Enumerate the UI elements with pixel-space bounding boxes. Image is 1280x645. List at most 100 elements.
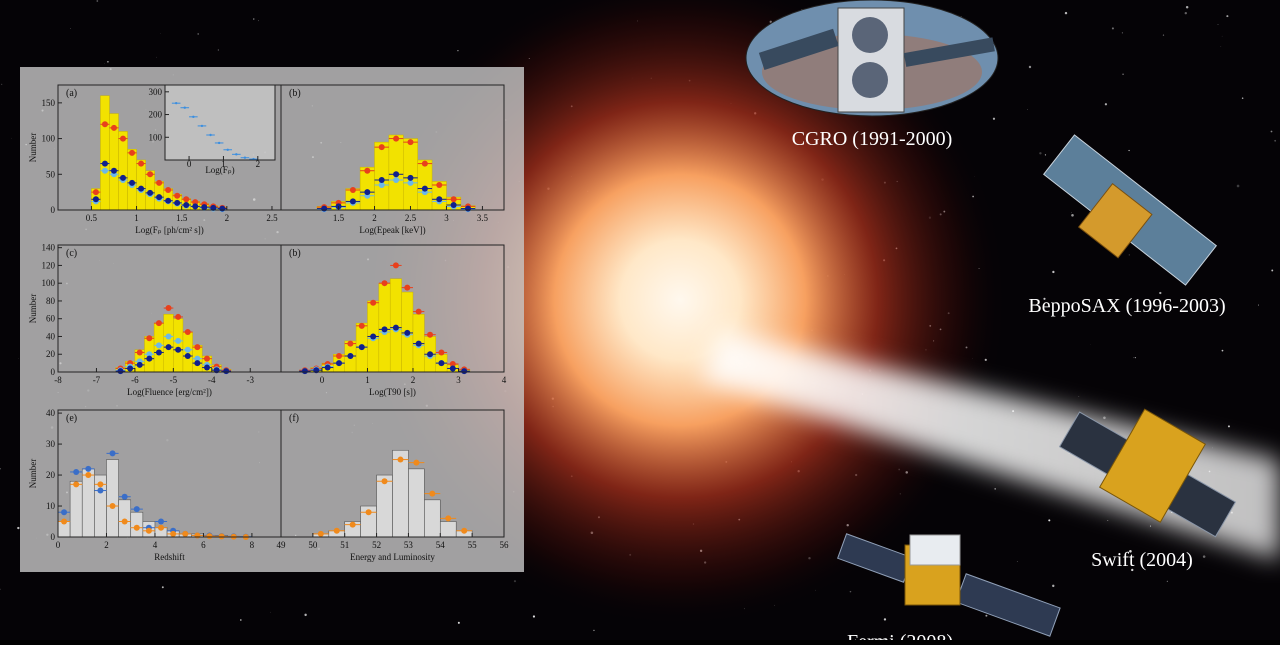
marker xyxy=(407,175,413,181)
star xyxy=(1029,66,1031,68)
panel-label: (b) xyxy=(289,248,301,259)
satellite-label: Swift (2004) xyxy=(1091,549,1193,571)
star xyxy=(17,527,19,529)
y-tick-label: 20 xyxy=(46,349,56,359)
star xyxy=(197,33,198,34)
marker xyxy=(110,503,116,509)
marker xyxy=(194,532,200,538)
star xyxy=(1122,32,1123,33)
star xyxy=(1271,270,1273,272)
marker xyxy=(120,136,126,142)
marker xyxy=(302,368,308,374)
x-axis-label: Energy and Luminosity xyxy=(350,552,435,562)
marker xyxy=(397,457,403,463)
marker xyxy=(185,329,191,335)
marker xyxy=(427,332,433,338)
marker xyxy=(93,196,99,202)
marker xyxy=(370,300,376,306)
y-tick-label: 40 xyxy=(46,408,56,418)
star xyxy=(1150,526,1151,527)
marker xyxy=(175,338,181,344)
bar xyxy=(131,512,143,537)
star xyxy=(1228,425,1230,427)
y-tick-label: 80 xyxy=(46,296,56,306)
star xyxy=(1258,305,1259,306)
star xyxy=(70,28,71,29)
bar xyxy=(408,469,424,537)
y-tick-label: 100 xyxy=(42,278,56,288)
satellite-label: Fermi (2008) xyxy=(847,631,953,640)
marker xyxy=(436,182,442,188)
marker xyxy=(192,203,198,209)
marker xyxy=(218,142,220,144)
marker xyxy=(416,341,422,347)
marker xyxy=(146,335,152,341)
marker xyxy=(102,168,108,174)
y-tick-label: 140 xyxy=(42,243,56,253)
x-tick-label: 50 xyxy=(308,540,318,550)
star xyxy=(253,18,254,19)
marker xyxy=(134,506,140,512)
marker xyxy=(147,190,153,196)
cgro xyxy=(746,0,998,116)
star xyxy=(1052,585,1054,587)
bar xyxy=(173,319,183,372)
panel-label: (a) xyxy=(66,88,77,99)
marker xyxy=(206,533,212,539)
star xyxy=(884,618,886,620)
marker xyxy=(138,186,144,192)
marker xyxy=(404,285,410,291)
marker xyxy=(102,161,108,167)
x-tick-label: 0.5 xyxy=(86,213,98,223)
marker xyxy=(413,460,419,466)
marker xyxy=(382,326,388,332)
star xyxy=(1274,140,1276,142)
marker xyxy=(359,344,365,350)
marker xyxy=(111,168,117,174)
star xyxy=(1107,520,1108,521)
bar xyxy=(393,450,409,537)
star xyxy=(107,61,108,62)
marker xyxy=(174,193,180,199)
x-tick-label: 6 xyxy=(201,540,206,550)
bar xyxy=(424,500,440,537)
marker xyxy=(451,202,457,208)
marker xyxy=(201,125,203,127)
marker xyxy=(183,196,189,202)
marker xyxy=(147,171,153,177)
marker xyxy=(138,161,144,167)
star xyxy=(1071,214,1074,217)
y-tick-label: 100 xyxy=(149,132,163,142)
star xyxy=(156,57,157,58)
x-tick-label: 2 xyxy=(372,213,377,223)
star xyxy=(1129,254,1130,255)
x-axis-label: Log(Fluence [erg/cm²]) xyxy=(127,387,212,397)
marker xyxy=(465,206,471,212)
marker xyxy=(393,262,399,268)
marker xyxy=(117,368,123,374)
marker xyxy=(122,494,128,500)
bar xyxy=(164,314,174,372)
x-axis-label: Log(Epeak [keV]) xyxy=(359,225,425,235)
star xyxy=(1112,27,1114,29)
marker xyxy=(158,525,164,531)
y-tick-label: 40 xyxy=(46,331,56,341)
x-axis-label: Log(Fₚ) xyxy=(205,165,234,175)
marker xyxy=(73,469,79,475)
marker xyxy=(156,320,162,326)
marker xyxy=(347,353,353,359)
x-axis-label: Log(Fₚ [ph/cm² s]) xyxy=(135,225,204,235)
x-tick-label: 2.5 xyxy=(405,213,417,223)
x-tick-label: 1 xyxy=(134,213,139,223)
x-tick-label: -6 xyxy=(131,375,139,385)
bar xyxy=(440,522,456,537)
x-tick-label: 2 xyxy=(225,213,230,223)
y-axis-label: Number xyxy=(28,459,38,489)
y-tick-label: 100 xyxy=(42,134,56,144)
marker xyxy=(438,360,444,366)
panel-label: (e) xyxy=(66,413,77,424)
marker xyxy=(422,186,428,192)
star xyxy=(1186,6,1188,8)
marker xyxy=(97,481,103,487)
